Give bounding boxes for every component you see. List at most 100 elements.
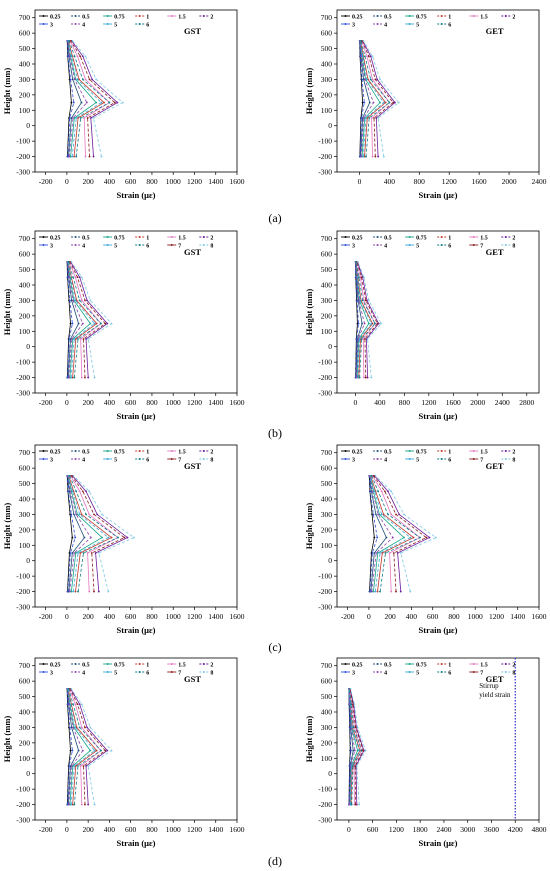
series-line [369,475,394,592]
y-tick-label: 600 [321,677,333,686]
y-axis-title: Height (mm) [2,716,12,763]
y-tick-label: 600 [19,29,31,38]
series-point [73,552,76,554]
y-tick-label: 200 [321,738,333,747]
y-axis-title: Height (mm) [2,68,12,115]
series-point [78,703,81,706]
series-point [367,322,370,325]
series-point [68,703,71,706]
legend-label: 0.25 [352,235,363,241]
series-point [132,536,135,539]
series-point [371,55,374,58]
series-point [66,276,69,279]
legend-marker [504,663,507,665]
series-point [361,78,363,81]
x-tick-label: 1400 [208,825,223,834]
series-point [68,155,71,158]
x-tick-label: 1600 [230,612,245,621]
series-line [349,688,364,805]
legend-label: 0.75 [416,14,427,20]
x-tick-label: 200 [385,612,397,621]
series-point [375,552,378,554]
y-tick-label: -300 [318,389,332,398]
series-point [68,338,71,340]
series-point [77,749,80,752]
series-point [382,155,385,158]
series-point [88,490,91,493]
series-line [66,688,73,805]
series-line [355,261,372,378]
y-tick-label: -300 [318,816,332,825]
series-point [79,117,82,119]
series-point [372,513,375,516]
legend-marker [106,458,109,460]
series-point [356,726,359,729]
y-tick-label: 200 [19,90,31,99]
series-point [76,703,79,706]
y-tick-label: -200 [318,587,332,596]
series-point [71,39,74,42]
series-point [76,513,79,516]
chart-panel-c-left: -300 -200 -100 0 100 200 300 400 500 600 700 -200 0 2… [2,444,245,635]
legend-label: 5 [114,22,117,28]
series-point [392,101,395,104]
legend-label: 0.25 [50,235,61,241]
y-tick-label: 100 [19,754,31,763]
legend-label: 0.75 [416,662,427,668]
legend-marker [106,15,109,17]
series-point [355,376,358,379]
series-point [71,78,74,81]
y-tick-label: 200 [321,525,333,534]
y-tick-label: 600 [19,250,31,259]
series-line [70,40,116,157]
y-tick-label: 400 [321,281,333,290]
series-point [371,78,374,81]
series-point [72,299,74,302]
series-point [68,55,71,58]
y-tick-label: 200 [321,311,333,320]
x-tick-label: -200 [39,398,53,407]
series-point [73,78,76,81]
series-point [103,101,106,104]
panel-tag: GST [184,674,201,684]
legend-marker [344,450,347,452]
series-point [67,376,70,379]
series-point [69,703,72,706]
series-line [359,40,371,157]
legend-label: 2 [210,235,213,241]
x-tick-label: 1000 [166,612,181,621]
series-point [85,338,87,340]
x-tick-label: 800 [414,177,426,186]
y-tick-label: 500 [19,479,31,488]
legend-marker [504,244,507,246]
series-point [365,117,367,119]
series-point [358,376,361,379]
y-axis-title: Height (mm) [2,503,12,550]
legend-label: 4 [82,457,85,463]
series-point [376,322,379,325]
legend-marker [376,450,379,452]
series-point [73,155,75,158]
series-line [69,261,106,378]
y-tick-label: 100 [19,106,31,115]
series-line [70,475,119,592]
legend-label: 5 [416,670,419,676]
legend-label: 0.5 [384,449,392,455]
series-line [349,688,363,805]
legend-marker [344,671,347,673]
x-tick-label: 1400 [510,612,525,621]
series-point [362,78,365,81]
series-line [356,261,376,378]
series-point [357,322,360,325]
chart-panel-a-right: -300 -200 -100 0 100 200 300 400 500 600 700 0 400 80… [304,9,547,200]
series-point [374,78,377,81]
series-line [67,40,103,157]
series-line [348,688,356,805]
x-tick-label: 600 [125,612,137,621]
legend-marker [106,671,109,673]
series-point [373,536,376,539]
series-line [67,688,91,805]
series-line [355,261,373,378]
series-point [69,765,72,767]
x-tick-label: 3000 [460,825,475,834]
